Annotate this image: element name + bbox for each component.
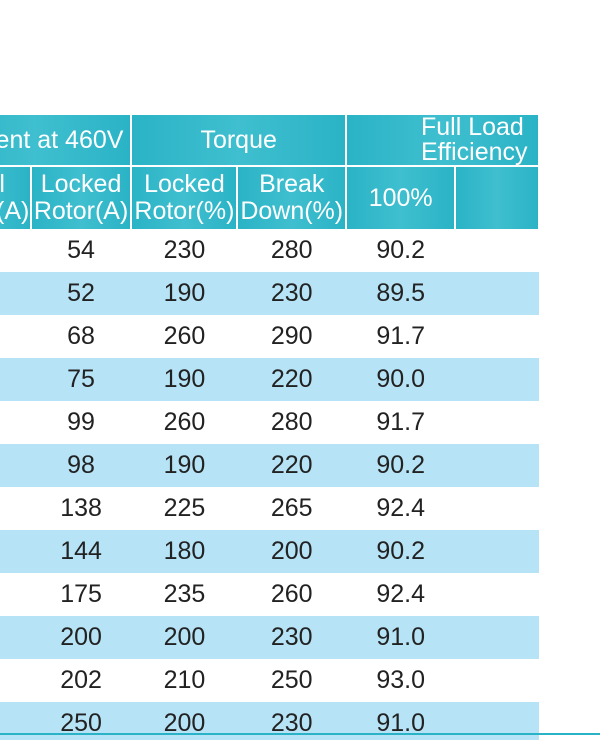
header-break-down-pct: Break Down(%)	[237, 165, 347, 229]
cell-eff-75	[455, 401, 539, 444]
cell-eff-100: 91.7	[345, 315, 456, 358]
header-efficiency-100: 100%	[345, 165, 457, 229]
header-locked-rotor-pct-line2: Rotor(%)	[134, 197, 235, 225]
cell-locked-rotor-pct: 180	[131, 530, 238, 573]
cell-eff-75	[455, 487, 539, 530]
table-row: 5 68 260 290 91.7	[0, 315, 539, 358]
header-group-row: Current at 460V Torque Full Load Efficie…	[0, 115, 541, 166]
header-sub-row: Full Load(A) Locked Rotor(A) Locked Roto…	[0, 165, 540, 229]
header-break-down-pct-line1: Break	[259, 170, 325, 198]
header-locked-rotor-pct-line1: Locked	[144, 170, 225, 198]
cell-locked-rotor-a: 98	[30, 444, 132, 487]
cell-full-load: 7	[0, 573, 31, 616]
cell-locked-rotor-pct: 225	[131, 487, 238, 530]
cell-full-load: 5	[0, 315, 31, 358]
cell-eff-75	[455, 659, 539, 702]
cell-full-load: 3	[0, 487, 31, 530]
table-row: 5 75 190 220 90.0	[0, 358, 539, 401]
cell-locked-rotor-a: 52	[30, 272, 132, 315]
cell-eff-100: 90.0	[345, 358, 456, 401]
cell-full-load: 5	[0, 358, 31, 401]
table-row: 0 200 200 230 91.0	[0, 616, 539, 659]
cell-locked-rotor-pct: 200	[131, 616, 238, 659]
cell-locked-rotor-a: 144	[30, 530, 132, 573]
header-full-load-a-line2: Load(A)	[0, 197, 30, 225]
table-row: 2 99 260 280 91.7	[0, 401, 539, 444]
cell-break-down: 230	[237, 272, 346, 315]
cell-locked-rotor-a: 99	[30, 401, 132, 444]
header-locked-rotor-a-line1: Locked	[40, 170, 122, 198]
header-torque: Torque	[131, 115, 347, 166]
cell-eff-75	[455, 272, 539, 315]
cell-eff-75	[455, 315, 539, 358]
cell-eff-100: 91.0	[345, 616, 456, 659]
cell-locked-rotor-pct: 190	[131, 272, 238, 315]
cell-locked-rotor-a: 75	[30, 358, 132, 401]
table-row: 3 144 180 200 90.2	[0, 530, 539, 573]
cell-eff-100: 90.2	[345, 444, 456, 487]
cell-eff-75	[455, 229, 539, 272]
header-locked-rotor-pct: Locked Rotor(%)	[131, 165, 239, 229]
cell-break-down: 200	[237, 530, 346, 573]
cell-break-down: 280	[237, 401, 346, 444]
table-row: 7 175 235 260 92.4	[0, 573, 539, 616]
cell-eff-75	[455, 616, 539, 659]
table-row: 3 202 210 250 93.0	[0, 659, 539, 702]
cell-eff-100: 90.2	[345, 530, 456, 573]
cell-break-down: 280	[237, 229, 346, 272]
cell-eff-100: 89.5	[345, 272, 456, 315]
header-full-load-efficiency: Full Load Efficiency	[345, 115, 541, 166]
cell-full-load: 3	[0, 659, 31, 702]
cell-locked-rotor-pct: 210	[131, 659, 238, 702]
cell-break-down: 220	[237, 444, 346, 487]
cell-eff-100: 91.7	[345, 401, 456, 444]
cell-eff-100: 92.4	[345, 487, 456, 530]
cell-full-load: 2	[0, 229, 31, 272]
cell-locked-rotor-a: 175	[30, 573, 132, 616]
table-row: 2 54 230 280 90.2	[0, 229, 539, 272]
cell-locked-rotor-pct: 235	[131, 573, 238, 616]
cell-locked-rotor-a: 202	[30, 659, 132, 702]
cell-locked-rotor-a: 138	[30, 487, 132, 530]
motor-spec-table: Current at 460V Torque Full Load Efficie…	[0, 115, 541, 740]
cell-break-down: 290	[237, 315, 346, 358]
cell-locked-rotor-pct: 190	[131, 358, 238, 401]
cell-eff-75	[455, 573, 539, 616]
cell-break-down: 265	[237, 487, 346, 530]
header-efficiency-75	[455, 165, 540, 229]
cell-eff-100: 93.0	[345, 659, 456, 702]
cell-full-load: 1	[0, 444, 31, 487]
cell-full-load: 0	[0, 616, 31, 659]
header-break-down-pct-line2: Down(%)	[240, 197, 344, 225]
header-current-at-460v: Current at 460V	[0, 115, 133, 166]
cell-eff-100: 92.4	[345, 573, 456, 616]
cell-break-down: 260	[237, 573, 346, 616]
table-bottom-rule	[0, 733, 600, 735]
cell-locked-rotor-a: 54	[30, 229, 132, 272]
table-row: 0 52 190 230 89.5	[0, 272, 539, 315]
cell-full-load: 2	[0, 401, 31, 444]
table-row: 3 138 225 265 92.4	[0, 487, 539, 530]
header-locked-rotor-a: Locked Rotor(A)	[30, 165, 133, 229]
cell-break-down: 230	[237, 616, 346, 659]
header-full-load-a-line1: Full	[0, 170, 5, 198]
table-row: 1 98 190 220 90.2	[0, 444, 539, 487]
cell-full-load: 3	[0, 530, 31, 573]
cell-eff-75	[455, 530, 539, 573]
cell-locked-rotor-a: 68	[30, 315, 132, 358]
cell-locked-rotor-a: 200	[30, 616, 132, 659]
cell-eff-75	[455, 358, 539, 401]
cell-eff-100: 90.2	[345, 229, 456, 272]
header-locked-rotor-a-line2: Rotor(A)	[33, 197, 129, 225]
cell-break-down: 220	[237, 358, 346, 401]
cell-full-load: 0	[0, 272, 31, 315]
cell-locked-rotor-pct: 190	[131, 444, 238, 487]
cell-locked-rotor-pct: 230	[131, 229, 238, 272]
cell-locked-rotor-pct: 260	[131, 315, 238, 358]
cell-eff-75	[455, 444, 539, 487]
cell-locked-rotor-pct: 260	[131, 401, 238, 444]
cell-break-down: 250	[237, 659, 346, 702]
header-full-load-a: Full Load(A)	[0, 165, 32, 229]
spec-table-viewport: Current at 460V Torque Full Load Efficie…	[0, 115, 600, 740]
